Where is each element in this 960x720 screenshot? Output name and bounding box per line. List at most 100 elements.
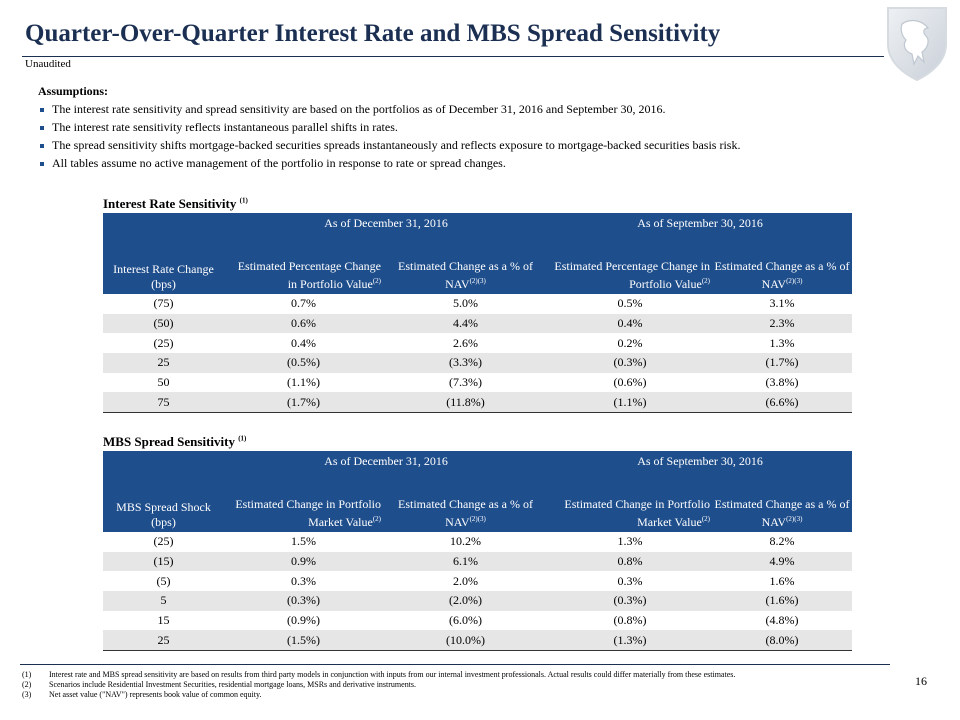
table-row: 50 (1.1%) (7.3%) (0.6%) (3.8%) — [103, 373, 852, 393]
column-header-note: (2)(3) — [786, 515, 803, 523]
table-cell: (1.1%) — [287, 375, 320, 390]
assumption-bullet: The interest rate sensitivity and spread… — [40, 102, 878, 117]
table-cell: (50) — [103, 313, 224, 334]
table-cell: 6.1% — [383, 551, 549, 572]
column-header-text: Estimated Change in Portfolio Market Val… — [564, 497, 711, 529]
table-row: 25 (0.5%) (3.3%) (0.3%) (1.7%) — [103, 353, 853, 373]
column-header: Estimated Change in Portfolio Market Val… — [548, 471, 713, 532]
column-header: Estimated Change as a % of NAV(2)(3) — [383, 471, 549, 532]
slide-title: Quarter-Over-Quarter Interest Rate and M… — [25, 20, 721, 47]
table-row: (25) 0.4% 2.6% 0.2% 1.3% — [103, 333, 852, 353]
table-cell: 10.2% — [450, 534, 481, 549]
table-title-text: Interest Rate Sensitivity — [103, 196, 237, 211]
group-header: As of December 31, 2016 — [224, 451, 549, 471]
table-cell: (11.8%) — [383, 392, 549, 414]
table-cell: 4.9% — [712, 551, 853, 572]
table-cell: (10.0%) — [383, 630, 549, 652]
table-cell: 0.2% — [617, 335, 643, 350]
table-cell: (0.9%) — [287, 613, 320, 628]
table-cell: 1.3% — [769, 335, 795, 350]
table-cell: (1.7%) — [224, 392, 383, 414]
group-row: As of December 31, 2016 As of September 3… — [103, 213, 853, 233]
table-title: MBS Spread Sensitivity (1) — [103, 434, 852, 451]
table-cell: (75) — [153, 296, 174, 311]
header-blank — [103, 451, 224, 471]
footnote: (1) Interest rate and MBS spread sensitiv… — [22, 670, 902, 680]
table-cell: (5) — [156, 573, 171, 588]
column-header-text: MBS Spread Shock (bps) — [116, 500, 211, 529]
group-header: As of September 30, 2016 — [548, 451, 853, 471]
column-header-text: Estimated Change as a % of NAV — [398, 497, 533, 529]
column-header: Estimated Change as a % of NAV(2)(3) — [712, 471, 853, 532]
column-header-text: Estimated Change as a % of NAV — [714, 259, 850, 291]
group-row: As of December 31, 2016 As of September 3… — [103, 451, 853, 471]
footnote-marker: (3) — [22, 690, 32, 699]
table-cell: (3.3%) — [383, 353, 549, 373]
table-body: (75) 0.7% 5.0% 0.5% 3.1% (50) 0.6% 4.4% 0.4% 2.3%… — [103, 294, 853, 414]
table-cell: 0.4% — [548, 313, 713, 334]
table-cell: (25) — [153, 335, 174, 350]
table-row: (15) 0.9% 6.1% 0.8% 4.9% — [103, 551, 853, 572]
column-row: Interest Rate Change (bps) Estimated Perc… — [103, 233, 853, 294]
table-cell: 25 — [103, 630, 224, 652]
footnote-text: Scenarios include Residential Investment… — [49, 680, 417, 689]
table-cell: 2.0% — [453, 573, 478, 588]
table-cell: (3.8%) — [765, 375, 799, 390]
assumption-bullet: The spread sensitivity shifts mortgage-b… — [40, 138, 878, 153]
table-body: (25) 1.5% 10.2% 1.3% 8.2% (15) 0.9% 6.1% 0.8% 4.9… — [103, 532, 853, 652]
group-header: As of December 31, 2016 — [224, 213, 549, 233]
table-row: (50) 0.6% 4.4% 0.4% 2.3% — [103, 313, 853, 334]
column-header-note: (2) — [372, 277, 381, 285]
table-title-text: MBS Spread Sensitivity — [103, 434, 235, 449]
table-row: 5 (0.3%) (2.0%) (0.3%) (1.6%) — [103, 591, 853, 611]
table-cell: 0.7% — [291, 296, 316, 311]
footnote-marker: (1) — [22, 670, 32, 679]
table-cell: (0.3%) — [548, 353, 713, 373]
table-cell: 75 — [103, 392, 224, 414]
column-header: Estimated Percentage Change in Portfolio… — [548, 233, 713, 294]
table-cell: 0.4% — [291, 335, 316, 350]
table-head: As of December 31, 2016 As of September 3… — [103, 213, 853, 294]
assumption-list: The interest rate sensitivity and spread… — [38, 102, 878, 171]
page-number: 16 — [915, 674, 927, 688]
table-cell: 8.2% — [769, 534, 795, 549]
column-header: Estimated Percentage Change in Portfolio… — [224, 233, 383, 294]
column-header: Estimated Change in Portfolio Market Val… — [224, 471, 383, 532]
table-cell: (1.7%) — [712, 353, 853, 373]
assumptions-heading: Assumptions: — [38, 84, 109, 98]
assumption-bullet: All tables assume no active management o… — [40, 156, 878, 171]
table-title-note: (1) — [238, 434, 247, 443]
table-cell: 15 — [157, 613, 170, 628]
table-cell: (1.1%) — [548, 392, 713, 414]
title-rule — [22, 56, 884, 57]
footnote: (2) Scenarios include Residential Investm… — [22, 680, 902, 690]
footnote-marker: (2) — [22, 680, 32, 689]
column-header-text: Estimated Percentage Change in Portfolio… — [237, 259, 381, 291]
table-row: (25) 1.5% 10.2% 1.3% 8.2% — [103, 532, 852, 552]
assumption-bullet: The interest rate sensitivity reflects i… — [40, 120, 878, 135]
table-cell: (6.0%) — [449, 613, 482, 628]
data-table: As of December 31, 2016 As of September 3… — [103, 213, 853, 414]
column-row: MBS Spread Shock (bps) Estimated Change i… — [103, 471, 853, 532]
table-cell: (0.6%) — [613, 375, 647, 390]
column-header-text: Estimated Change as a % of NAV — [398, 259, 533, 291]
table-cell: (8.0%) — [712, 630, 853, 652]
subtitle: Unaudited — [25, 58, 71, 70]
column-header-note: (2) — [372, 515, 381, 523]
table-cell: 0.5% — [617, 296, 643, 311]
data-table: As of December 31, 2016 As of September 3… — [103, 451, 853, 652]
table-row: (75) 0.7% 5.0% 0.5% 3.1% — [103, 294, 852, 314]
column-header-text: Estimated Change in Portfolio Market Val… — [235, 497, 381, 529]
table-cell: (6.6%) — [712, 392, 853, 414]
column-header: Estimated Change as a % of NAV(2)(3) — [712, 233, 853, 294]
table-row: (5) 0.3% 2.0% 0.3% 1.6% — [103, 571, 852, 591]
table-cell: (1.5%) — [224, 630, 383, 652]
table-block: Interest Rate Sensitivity (1) As of Decem… — [103, 196, 853, 414]
table-cell: 2.6% — [453, 335, 478, 350]
column-header-note: (2) — [701, 277, 711, 285]
table-title: Interest Rate Sensitivity (1) — [103, 196, 852, 213]
footnote: (3) Net asset value ("NAV") represents bo… — [22, 690, 902, 700]
column-header-note: (2)(3) — [469, 277, 486, 285]
footnote-rule — [20, 664, 890, 665]
table-cell: (15) — [103, 551, 224, 572]
